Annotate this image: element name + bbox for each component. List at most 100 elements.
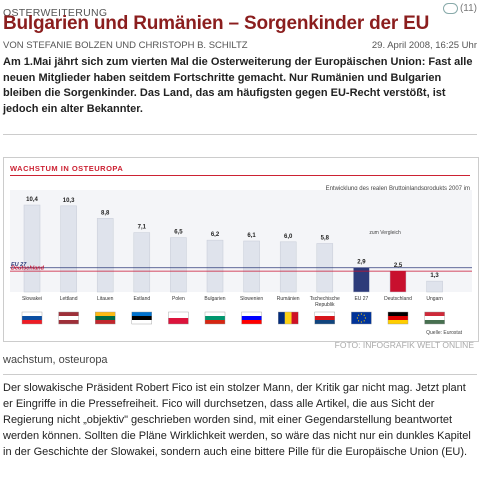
bar-value-label: 10,4 (26, 197, 38, 203)
bar-chart: 10,4 Slowakei 10,3 Lettland 8,8 Litauen 7,1 Est… (10, 190, 472, 336)
flag-stripe (131, 320, 152, 324)
flag-stripe (241, 312, 262, 316)
category-label: Tschechische (310, 296, 340, 302)
flag-stripe (22, 316, 42, 320)
bar-lettland (60, 205, 77, 293)
bar-value-label: 2,5 (394, 263, 403, 269)
flag-border (21, 311, 43, 325)
flag-stripe (424, 320, 445, 324)
category-label: Ungarn (426, 296, 443, 302)
category-label: Litauen (97, 296, 114, 302)
flag-stripe (58, 316, 79, 320)
category-label: Deutschland (384, 296, 412, 302)
flag-border (204, 311, 226, 325)
flag-stripe (388, 312, 408, 316)
bar-value-label: 6,1 (247, 233, 256, 239)
flag-stripe (314, 320, 335, 324)
flag-stripe (95, 320, 116, 324)
flag-star (360, 321, 362, 323)
flag-eu (351, 312, 372, 324)
reference-line-label: EU 27 (11, 262, 27, 268)
bar-value-label: 6,5 (174, 230, 183, 236)
category-label: Slowakei (22, 296, 42, 302)
byline-authors: VON STEFANIE BOLZEN UND CHRISTOPH B. SCH… (3, 40, 248, 51)
divider (3, 134, 477, 135)
category-label: Rumänien (277, 296, 300, 302)
comparison-label: zum Vergleich (369, 230, 401, 236)
bar-polen (170, 237, 187, 293)
bar-value-label: 7,1 (138, 225, 147, 231)
flag-border (168, 311, 189, 325)
flag-stripe (58, 320, 79, 324)
flag-stripe (168, 312, 189, 318)
flag-stripe (284, 312, 292, 324)
lead-paragraph: Am 1.Mai jährt sich zum vierten Mal die … (3, 56, 473, 115)
flag-stripe (168, 318, 189, 324)
flag-border (351, 311, 372, 325)
bar-value-label: 6,0 (284, 234, 293, 240)
bar-slowakei (23, 204, 41, 293)
divider (3, 374, 477, 375)
bar-value-label: 5,8 (321, 235, 330, 241)
category-label: Slowenien (240, 296, 263, 302)
bar-bulgarien (206, 239, 224, 293)
comment-bubble-icon (442, 3, 458, 14)
flag-stripe (131, 316, 152, 320)
bar-estland (133, 232, 151, 293)
bar-ungarn (426, 280, 443, 293)
chart-title: WACHSTUM IN OSTEUROPA (10, 164, 124, 173)
bar-value-label: 2,9 (357, 260, 366, 266)
flag-border (241, 311, 262, 325)
flag-border (387, 311, 409, 325)
headline: Bulgarien und Rumänien – Sorgenkinder de… (3, 13, 430, 34)
bar-value-label: 6,2 (211, 232, 220, 238)
flag-star (363, 314, 365, 316)
article-kicker[interactable]: OSTERWEITERUNG (3, 7, 108, 19)
flag-stripe (205, 316, 225, 320)
flag-border (314, 311, 335, 325)
infographic[interactable]: WACHSTUM IN OSTEUROPA Entwicklung des re… (3, 157, 479, 342)
flag-star (364, 317, 366, 319)
reference-line-label: Deutschland (11, 266, 45, 272)
category-label: Lettland (60, 296, 78, 302)
flag-stripe (22, 312, 42, 316)
flag-star (360, 313, 362, 315)
bar-rumänien (279, 241, 297, 293)
flag-stripe (424, 312, 445, 316)
comments-link[interactable]: (11) (442, 3, 477, 14)
flag-stripe (314, 316, 335, 320)
chart-title-rule (10, 175, 470, 176)
flag-stripe (424, 316, 445, 320)
flag-border (278, 311, 299, 325)
flag-stripe (22, 320, 42, 324)
category-label: Republik (315, 302, 335, 308)
bar-deutschland (389, 270, 407, 293)
category-label: EU 27 (354, 296, 368, 302)
flag-stripe (205, 312, 225, 316)
byline: VON STEFANIE BOLZEN UND CHRISTOPH B. SCH… (3, 40, 477, 51)
bar-value-label: 10,3 (63, 198, 75, 204)
flag-star (357, 320, 360, 322)
flag-border (131, 311, 153, 325)
flag-border (94, 311, 116, 325)
flag-stripe (241, 320, 262, 324)
bar-value-label: 1,3 (430, 273, 439, 279)
flag-stripe (388, 316, 408, 320)
image-credit: FOTO: INFOGRAFIK WELT ONLINE (334, 340, 474, 350)
flag-stripe (314, 312, 335, 316)
topbar: OSTERWEITERUNG (11) (3, 3, 477, 19)
category-label: Polen (172, 296, 185, 302)
flag-border (424, 311, 445, 325)
category-label: Estland (133, 296, 150, 302)
flag-star (356, 317, 358, 319)
flag-stripe (291, 312, 299, 324)
flag-stripe (58, 312, 79, 316)
flag-star (363, 320, 365, 322)
publish-date: 29. April 2008, 16:25 Uhr (371, 40, 477, 51)
flag-stripe (205, 320, 225, 324)
flag-stripe (131, 312, 152, 316)
flag-border (58, 311, 79, 325)
bar-slowenien (243, 240, 260, 293)
body-paragraph: Der slowakische Präsident Robert Fico is… (3, 382, 471, 458)
category-label: Bulgarien (204, 296, 225, 302)
